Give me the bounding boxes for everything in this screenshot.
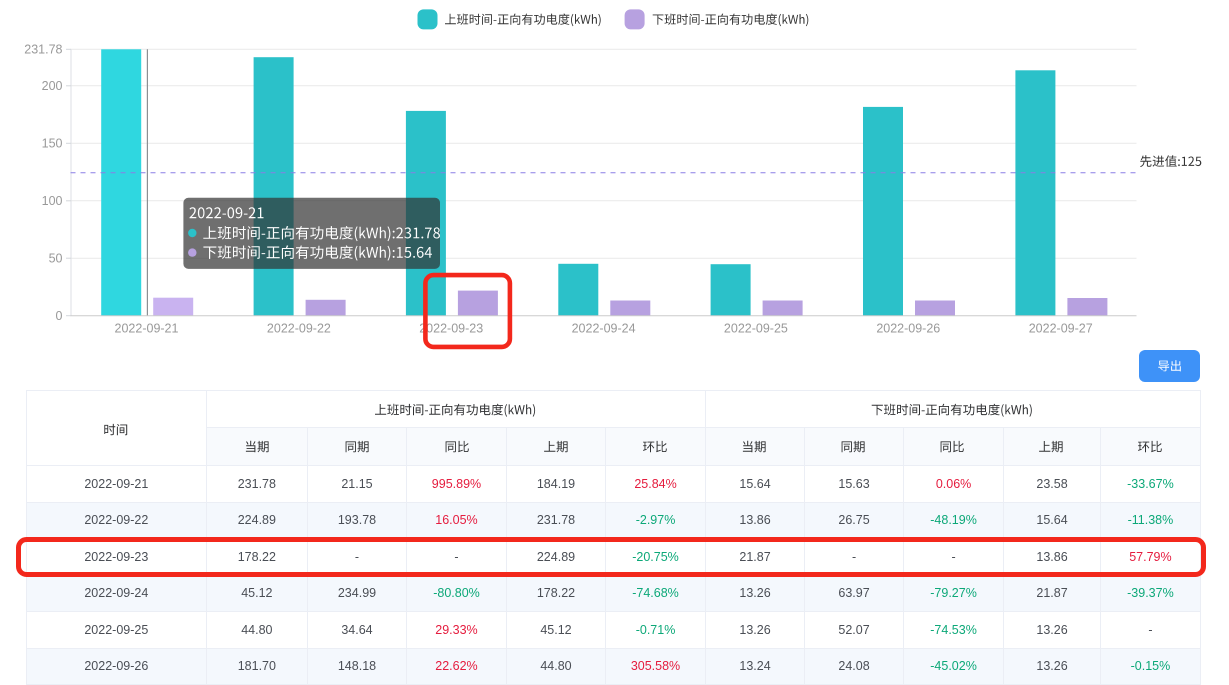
svg-text:2022-09-27: 2022-09-27 bbox=[1029, 321, 1093, 335]
svg-text:231.78: 231.78 bbox=[24, 43, 62, 57]
svg-text:2022-09-26: 2022-09-26 bbox=[876, 321, 940, 335]
svg-text:200: 200 bbox=[42, 79, 63, 93]
svg-text:2022-09-24: 2022-09-24 bbox=[572, 321, 636, 335]
svg-text:50: 50 bbox=[49, 252, 63, 266]
svg-text:150: 150 bbox=[42, 137, 63, 151]
svg-text:2022-09-21: 2022-09-21 bbox=[115, 321, 179, 335]
svg-text:100: 100 bbox=[42, 194, 63, 208]
svg-text:2022-09-22: 2022-09-22 bbox=[267, 321, 331, 335]
svg-text:0: 0 bbox=[56, 309, 63, 323]
svg-text:2022-09-23: 2022-09-23 bbox=[419, 321, 483, 335]
svg-text:2022-09-25: 2022-09-25 bbox=[724, 321, 788, 335]
